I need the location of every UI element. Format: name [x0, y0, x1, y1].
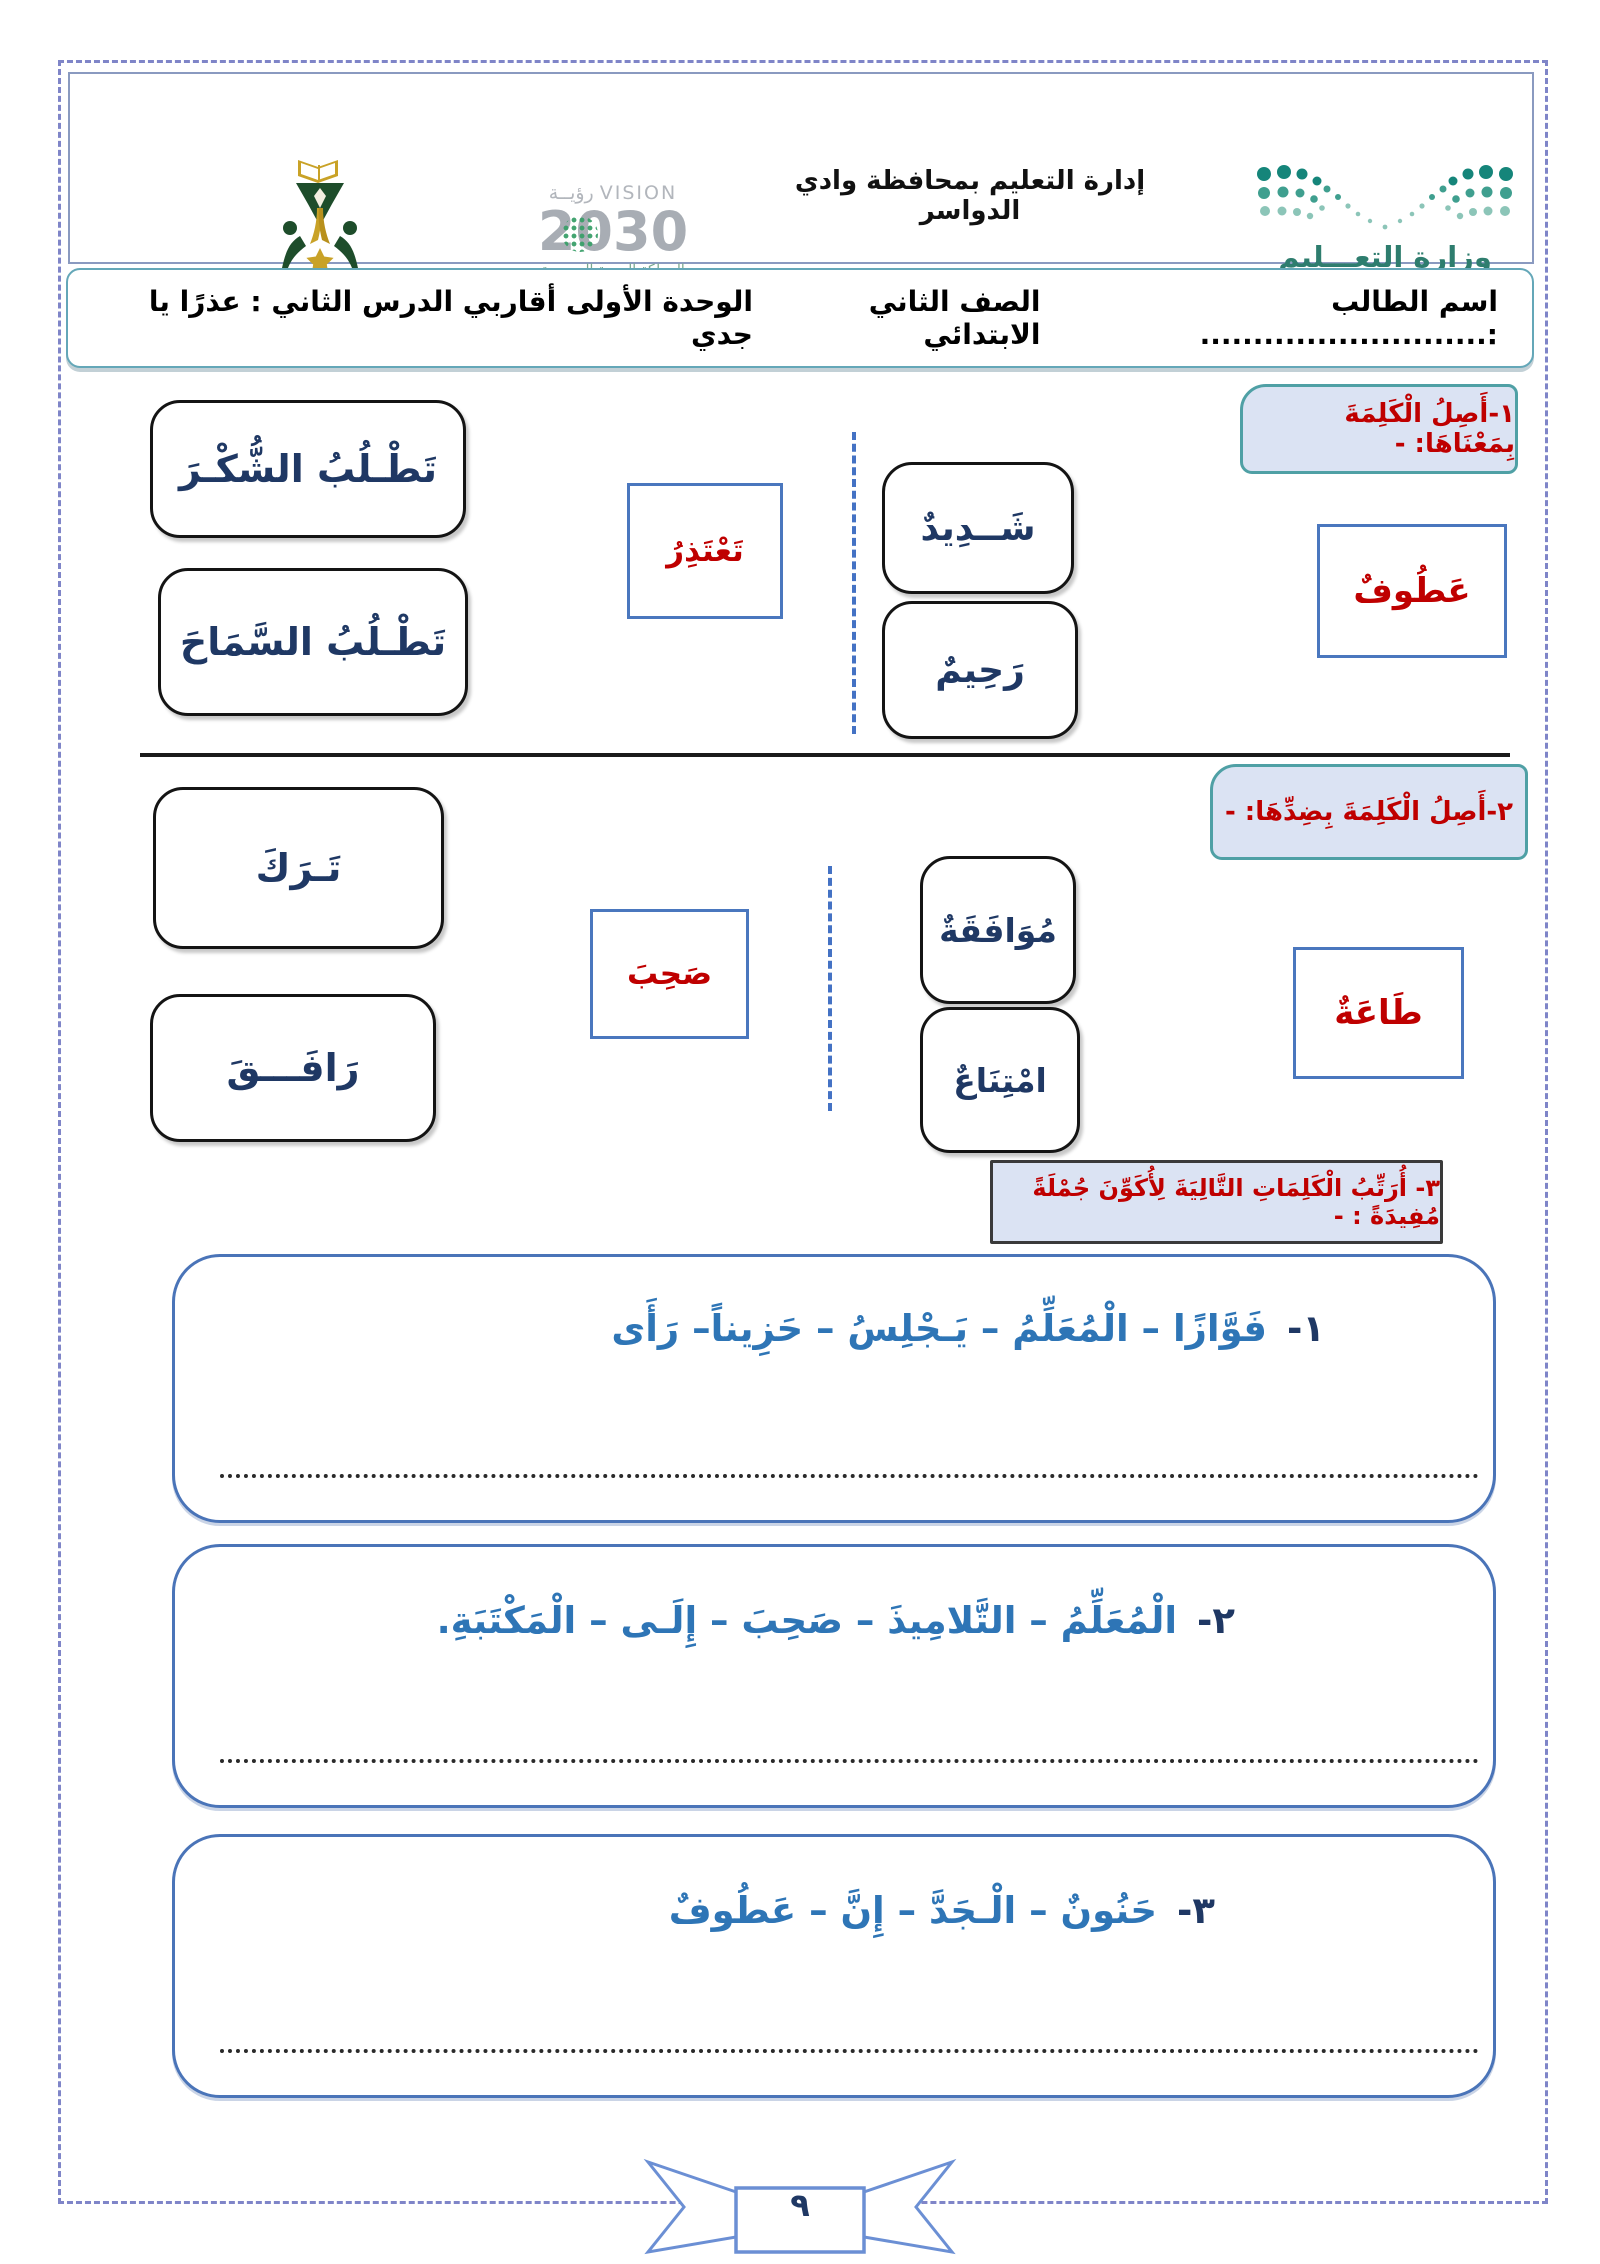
exercise2-right-option-1[interactable]: مُوَافَقَةٌ [920, 856, 1076, 1004]
exercise1-far-right-word[interactable]: عَطُوفٌ [1317, 524, 1507, 658]
exercise1-right-option-1[interactable]: شَــدِيدٌ [882, 462, 1074, 594]
school-emblem-icon [282, 160, 358, 274]
exercise2-title: ٢-أَصِلُ الْكَلِمَةَ بِضِدِّهَا: - [1210, 764, 1528, 860]
exercise2-right-option-2[interactable]: امْتِنَاعٌ [920, 1007, 1080, 1153]
student-info-bar: اسم الطالب :........................... … [66, 268, 1534, 368]
exercise3-item-2-words: الْمُعَلِّمُ – التَّلامِيذَ – صَحِبَ – إ… [436, 1599, 1178, 1642]
exercise3-item-3-number: ٣- [1177, 1889, 1215, 1932]
exercise2-left-option-1[interactable]: تَـرَكَ [153, 787, 444, 949]
exercise2-divider-dashed [828, 866, 832, 1111]
header: مدارس الوادي الأهلية ALWADI PRIVATE SCHO… [68, 72, 1534, 308]
exercise3-item-1-words: فَوَّازًا – الْمُعَلِّمُ – يَـجْلِسُ – ح… [611, 1307, 1268, 1350]
exercise1-middle-word[interactable]: تَعْتَذِرُ [627, 483, 783, 619]
unit-lesson-label: الوحدة الأولى أقاربي الدرس الثاني : عذرً… [148, 285, 753, 351]
exercise1-left-option-2[interactable]: تَطْـلُبُ السَّمَاحَ [158, 568, 468, 716]
vision-2030-year: 2030 [537, 200, 689, 263]
student-name-group: اسم الطالب :........................... [1040, 285, 1498, 351]
answer-line-3[interactable] [220, 2049, 1479, 2053]
exercise3-item-1-box: ١- فَوَّازًا – الْمُعَلِّمُ – يَـجْلِسُ –… [172, 1254, 1496, 1523]
moe-dots-icon [1257, 165, 1513, 230]
student-name-input[interactable]: ........................... [1199, 318, 1487, 351]
answer-line-2[interactable] [220, 1759, 1479, 1763]
vision-2030-wordmark: رؤيــة VISION [548, 182, 678, 204]
exercise2-left-option-2[interactable]: رَافَـــقَ [150, 994, 436, 1142]
exercise3-item-1-number: ١- [1287, 1307, 1325, 1350]
exercise1-left-option-1[interactable]: تَطْـلُبُ الشُّكْـرَ [150, 400, 466, 538]
page-number-ribbon-icon [643, 2158, 957, 2255]
grade-label: الصف الثاني الابتدائي [868, 285, 1041, 351]
student-name-label: اسم الطالب : [1331, 285, 1498, 351]
exercise3-item-3-sentence: ٣- حَنُونٌ – الْـجَدَّ – إِنَّ – عَطُوفٌ [669, 1889, 1215, 1932]
exercise3-item-3-words: حَنُونٌ – الْـجَدَّ – إِنَّ – عَطُوفٌ [668, 1889, 1158, 1932]
section-divider-line [140, 753, 1510, 757]
exercise3-item-3-box: ٣- حَنُونٌ – الْـجَدَّ – إِنَّ – عَطُوفٌ [172, 1834, 1496, 2098]
exercise1-divider-dashed [852, 432, 856, 734]
exercise2-far-right-word[interactable]: طَاعَةٌ [1293, 947, 1464, 1079]
education-directorate-title: إدارة التعليم بمحافظة وادي الدواسر [794, 166, 1146, 226]
answer-line-1[interactable] [220, 1474, 1479, 1478]
exercise3-item-2-box: ٢- الْمُعَلِّمُ – التَّلامِيذَ – صَحِبَ –… [172, 1544, 1496, 1808]
exercise3-item-1-sentence: ١- فَوَّازًا – الْمُعَلِّمُ – يَـجْلِسُ –… [611, 1307, 1325, 1350]
exercise3-item-2-sentence: ٢- الْمُعَلِّمُ – التَّلامِيذَ – صَحِبَ –… [437, 1599, 1235, 1642]
vision-2030-dots-icon [562, 216, 598, 252]
exercise3-title: ٣- أُرَتِّبُ الْكَلِمَاتِ التَّالِيَةَ ل… [990, 1160, 1443, 1244]
exercise1-title: ١-أَصِلُ الْكَلِمَةَ بِمَعْنَاهَا: - [1240, 384, 1518, 474]
exercise1-right-option-2[interactable]: رَحِيمٌ [882, 601, 1078, 739]
exercise3-item-2-number: ٢- [1197, 1599, 1235, 1642]
page-number: ٩ [790, 2186, 810, 2224]
exercise2-middle-word[interactable]: صَحِبَ [590, 909, 749, 1039]
